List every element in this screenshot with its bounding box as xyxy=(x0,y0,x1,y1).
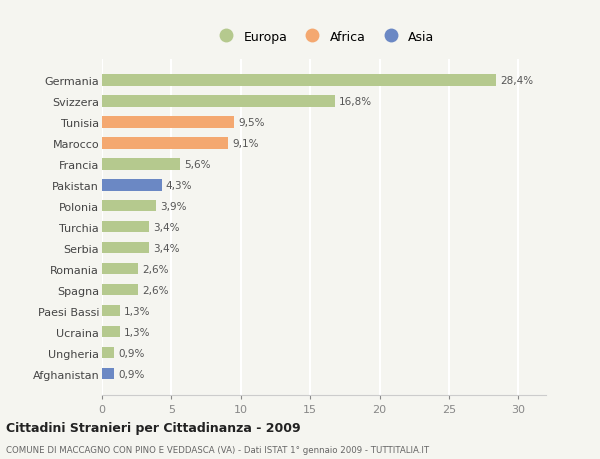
Text: Cittadini Stranieri per Cittadinanza - 2009: Cittadini Stranieri per Cittadinanza - 2… xyxy=(6,421,301,434)
Legend: Europa, Africa, Asia: Europa, Africa, Asia xyxy=(209,26,439,49)
Text: 2,6%: 2,6% xyxy=(142,264,169,274)
Text: 28,4%: 28,4% xyxy=(500,76,533,86)
Text: 9,5%: 9,5% xyxy=(238,118,265,128)
Bar xyxy=(102,284,138,296)
Text: 5,6%: 5,6% xyxy=(184,159,211,169)
Text: 1,3%: 1,3% xyxy=(124,306,151,316)
Bar xyxy=(102,75,496,86)
Bar xyxy=(102,263,138,275)
Bar xyxy=(102,326,120,338)
Text: 3,4%: 3,4% xyxy=(154,243,180,253)
Bar xyxy=(102,368,115,380)
Text: 16,8%: 16,8% xyxy=(339,96,373,106)
Text: COMUNE DI MACCAGNO CON PINO E VEDDASCA (VA) - Dati ISTAT 1° gennaio 2009 - TUTTI: COMUNE DI MACCAGNO CON PINO E VEDDASCA (… xyxy=(6,445,429,454)
Text: 3,4%: 3,4% xyxy=(154,222,180,232)
Text: 4,3%: 4,3% xyxy=(166,180,193,190)
Bar xyxy=(102,96,335,107)
Bar xyxy=(102,221,149,233)
Text: 2,6%: 2,6% xyxy=(142,285,169,295)
Bar xyxy=(102,347,115,358)
Text: 0,9%: 0,9% xyxy=(119,369,145,379)
Text: 0,9%: 0,9% xyxy=(119,348,145,358)
Bar xyxy=(102,242,149,254)
Bar xyxy=(102,159,180,170)
Bar xyxy=(102,305,120,317)
Bar xyxy=(102,117,234,128)
Bar xyxy=(102,179,161,191)
Bar xyxy=(102,201,156,212)
Bar xyxy=(102,138,228,149)
Text: 3,9%: 3,9% xyxy=(160,202,187,211)
Text: 1,3%: 1,3% xyxy=(124,327,151,337)
Text: 9,1%: 9,1% xyxy=(232,139,259,148)
